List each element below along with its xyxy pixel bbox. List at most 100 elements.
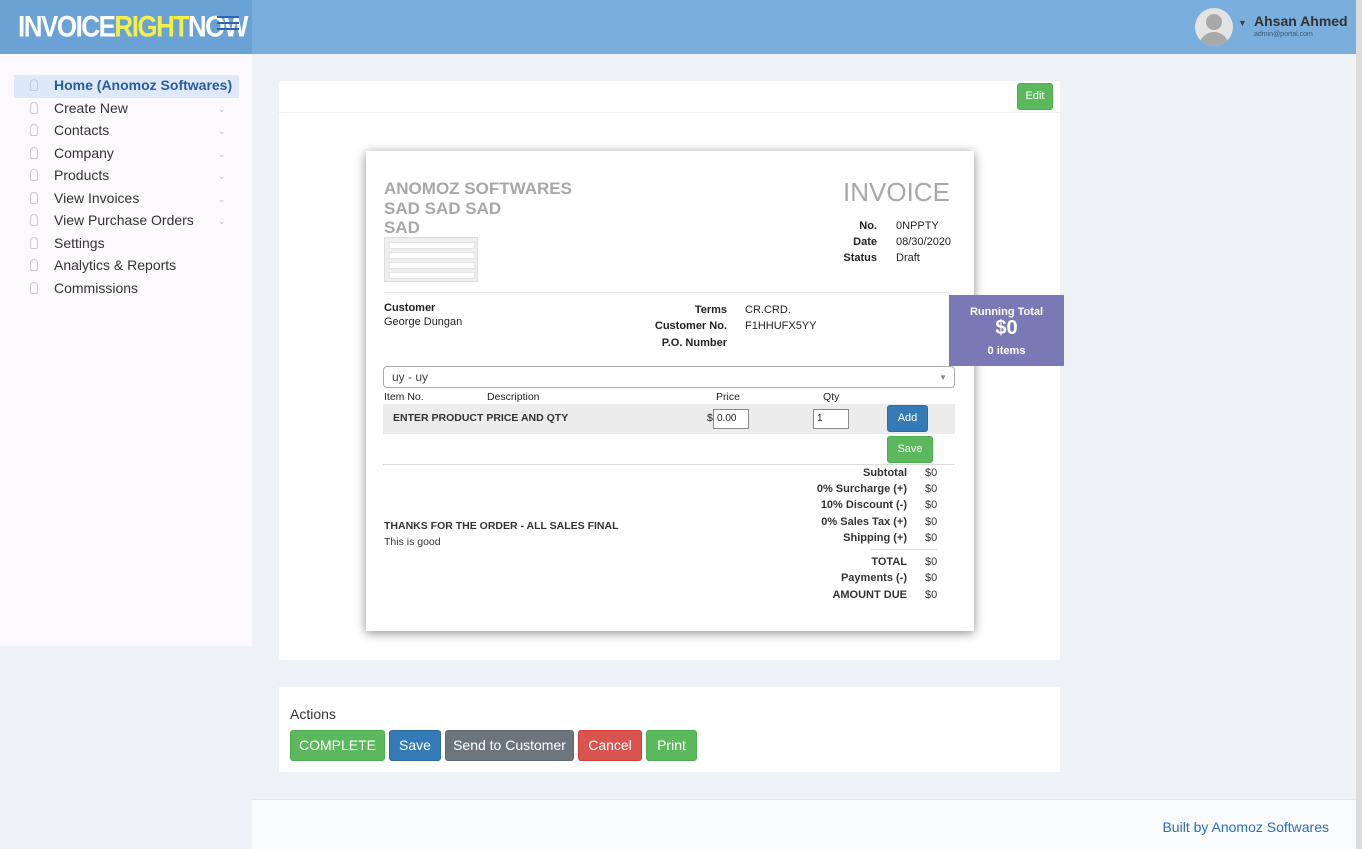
sidebar: Home (Anomoz Softwares) Create New ⌄ Contac…: [0, 54, 252, 646]
sidebar-item-create-new[interactable]: Create New ⌄: [14, 98, 239, 121]
sidebar-item-label: View Invoices: [54, 189, 140, 206]
sidebar-item-label: Company: [54, 144, 114, 161]
chevron-down-icon: ⌄: [218, 103, 226, 114]
save-button[interactable]: Save: [389, 730, 441, 761]
sidebar-item-label: Commissions: [54, 279, 139, 296]
brand-block: INVOICERIGHTNOW: [0, 0, 252, 54]
divider: [871, 549, 937, 550]
avatar[interactable]: [1195, 8, 1233, 46]
chevron-down-icon[interactable]: ▼: [1238, 18, 1247, 28]
send-to-customer-button[interactable]: Send to Customer: [445, 730, 574, 761]
scrollbar[interactable]: [1356, 0, 1362, 849]
customer-label: Customer: [384, 302, 436, 314]
nav-icon: [30, 214, 38, 226]
company-logo-image: [384, 237, 478, 282]
add-item-button[interactable]: Add: [887, 405, 928, 432]
sidebar-item-home-anomoz-softwares[interactable]: Home (Anomoz Softwares): [14, 75, 239, 98]
sidebar-item-label: Create New: [54, 99, 128, 116]
total-label: AMOUNT DUE: [832, 589, 907, 601]
total-label: Payments (-): [840, 572, 907, 584]
sidebar-item-label: Products: [54, 167, 110, 183]
customer-name: George Dungan: [384, 316, 463, 328]
nav-icon: [30, 169, 38, 181]
running-total-label: Running Total: [969, 306, 1044, 318]
sidebar-item-settings[interactable]: Settings: [14, 233, 239, 256]
total-label: 0% Sales Tax (+): [821, 516, 907, 528]
nav-icon: [30, 101, 38, 114]
product-select-value: uy - uy: [392, 370, 429, 384]
invoice-title: INVOICE: [843, 177, 950, 207]
total-value: $0: [925, 589, 938, 601]
running-total-value: $0: [995, 317, 1018, 339]
total-label: Subtotal: [863, 467, 907, 479]
invoice-paper: ANOMOZ SOFTWARES SAD SAD SAD SAD INVOICE…: [366, 151, 974, 631]
nav-icon: [30, 281, 38, 294]
total-value: $0: [925, 467, 938, 479]
total-value: $0: [925, 556, 938, 568]
edit-button[interactable]: Edit: [1017, 83, 1053, 110]
sidebar-item-analytics-reports[interactable]: Analytics & Reports: [14, 255, 239, 278]
sidebar-item-view-invoices[interactable]: View Invoices ⌄: [14, 188, 239, 211]
customer-no-label: Customer No.: [654, 320, 727, 332]
cancel-button[interactable]: Cancel: [578, 730, 642, 761]
brand-part-3: NOW: [187, 9, 249, 44]
brand-part-2: RIGHT: [114, 9, 189, 44]
column-header-item-no: Item No.: [384, 391, 424, 403]
actions-title: Actions: [290, 706, 336, 722]
terms-value: CR.CRD.: [745, 304, 791, 316]
price-input[interactable]: 0.00: [713, 409, 749, 429]
brand-logo[interactable]: INVOICERIGHTNOW: [18, 9, 249, 45]
user-name[interactable]: Ahsan Ahmed: [1254, 13, 1348, 29]
sidebar-item-label: Home (Anomoz Softwares): [54, 77, 233, 93]
terms-label: Terms: [694, 304, 727, 316]
divider: [279, 112, 1060, 113]
company-line-1: ANOMOZ SOFTWARES: [384, 179, 572, 198]
divider: [383, 464, 955, 465]
running-total-items: 0 items: [987, 345, 1026, 357]
invoice-date-label: Date: [853, 236, 877, 248]
total-value: $0: [925, 532, 938, 544]
chevron-down-icon: ⌄: [218, 148, 226, 159]
sidebar-item-products[interactable]: Products ⌄: [14, 165, 239, 188]
nav-icon: [30, 191, 38, 204]
invoice-no-label: No.: [859, 220, 877, 232]
customer-no-value: F1HHUFX5YY: [745, 320, 817, 332]
sidebar-item-label: View Purchase Orders: [54, 212, 194, 228]
save-item-button[interactable]: Save: [887, 436, 933, 463]
sidebar-item-label: Settings: [54, 234, 105, 251]
total-value: $0: [925, 499, 938, 511]
total-value: $0: [925, 483, 938, 495]
complete-button[interactable]: COMPLETE: [290, 730, 385, 761]
sidebar-item-commissions[interactable]: Commissions: [14, 278, 239, 301]
footer-credit-link[interactable]: Built by Anomoz Softwares: [1162, 819, 1329, 835]
chevron-down-icon: ⌄: [218, 193, 226, 204]
company-line-3: SAD: [384, 218, 420, 237]
column-header-price: Price: [716, 391, 740, 403]
nav-icon: [30, 259, 38, 271]
item-entry-row: ENTER PRODUCT PRICE AND QTY: [383, 404, 955, 434]
currency-symbol: $: [707, 412, 713, 424]
qty-input[interactable]: 1: [813, 409, 849, 429]
invoice-note: This is good: [384, 536, 441, 548]
menu-toggle-icon[interactable]: [217, 16, 239, 34]
chevron-down-icon: ▼: [939, 373, 947, 382]
nav-icon: [30, 124, 38, 136]
print-button[interactable]: Print: [646, 730, 697, 761]
sidebar-item-company[interactable]: Company ⌄: [14, 143, 239, 166]
total-label: 10% Discount (-): [820, 499, 907, 511]
sidebar-item-view-purchase-orders[interactable]: View Purchase Orders ⌄: [14, 210, 239, 233]
total-label: 0% Surcharge (+): [816, 483, 907, 495]
top-bar: INVOICERIGHTNOW ▼ Ahsan Ahmed admin@port…: [0, 0, 1356, 54]
sidebar-item-contacts[interactable]: Contacts ⌄: [14, 120, 239, 143]
invoice-no-value: 0NPPTY: [896, 220, 939, 232]
nav-icon: [30, 146, 38, 159]
chevron-down-icon: ⌄: [218, 216, 226, 226]
product-select[interactable]: uy - uy ▼: [383, 366, 955, 388]
company-name: ANOMOZ SOFTWARES SAD SAD SAD SAD: [384, 179, 572, 238]
column-header-qty: Qty: [823, 391, 840, 403]
total-value: $0: [925, 516, 938, 528]
entry-prompt: ENTER PRODUCT PRICE AND QTY: [393, 412, 569, 424]
total-value: $0: [925, 572, 938, 584]
footer: Built by Anomoz Softwares: [252, 799, 1356, 849]
po-number-label: P.O. Number: [661, 337, 727, 349]
